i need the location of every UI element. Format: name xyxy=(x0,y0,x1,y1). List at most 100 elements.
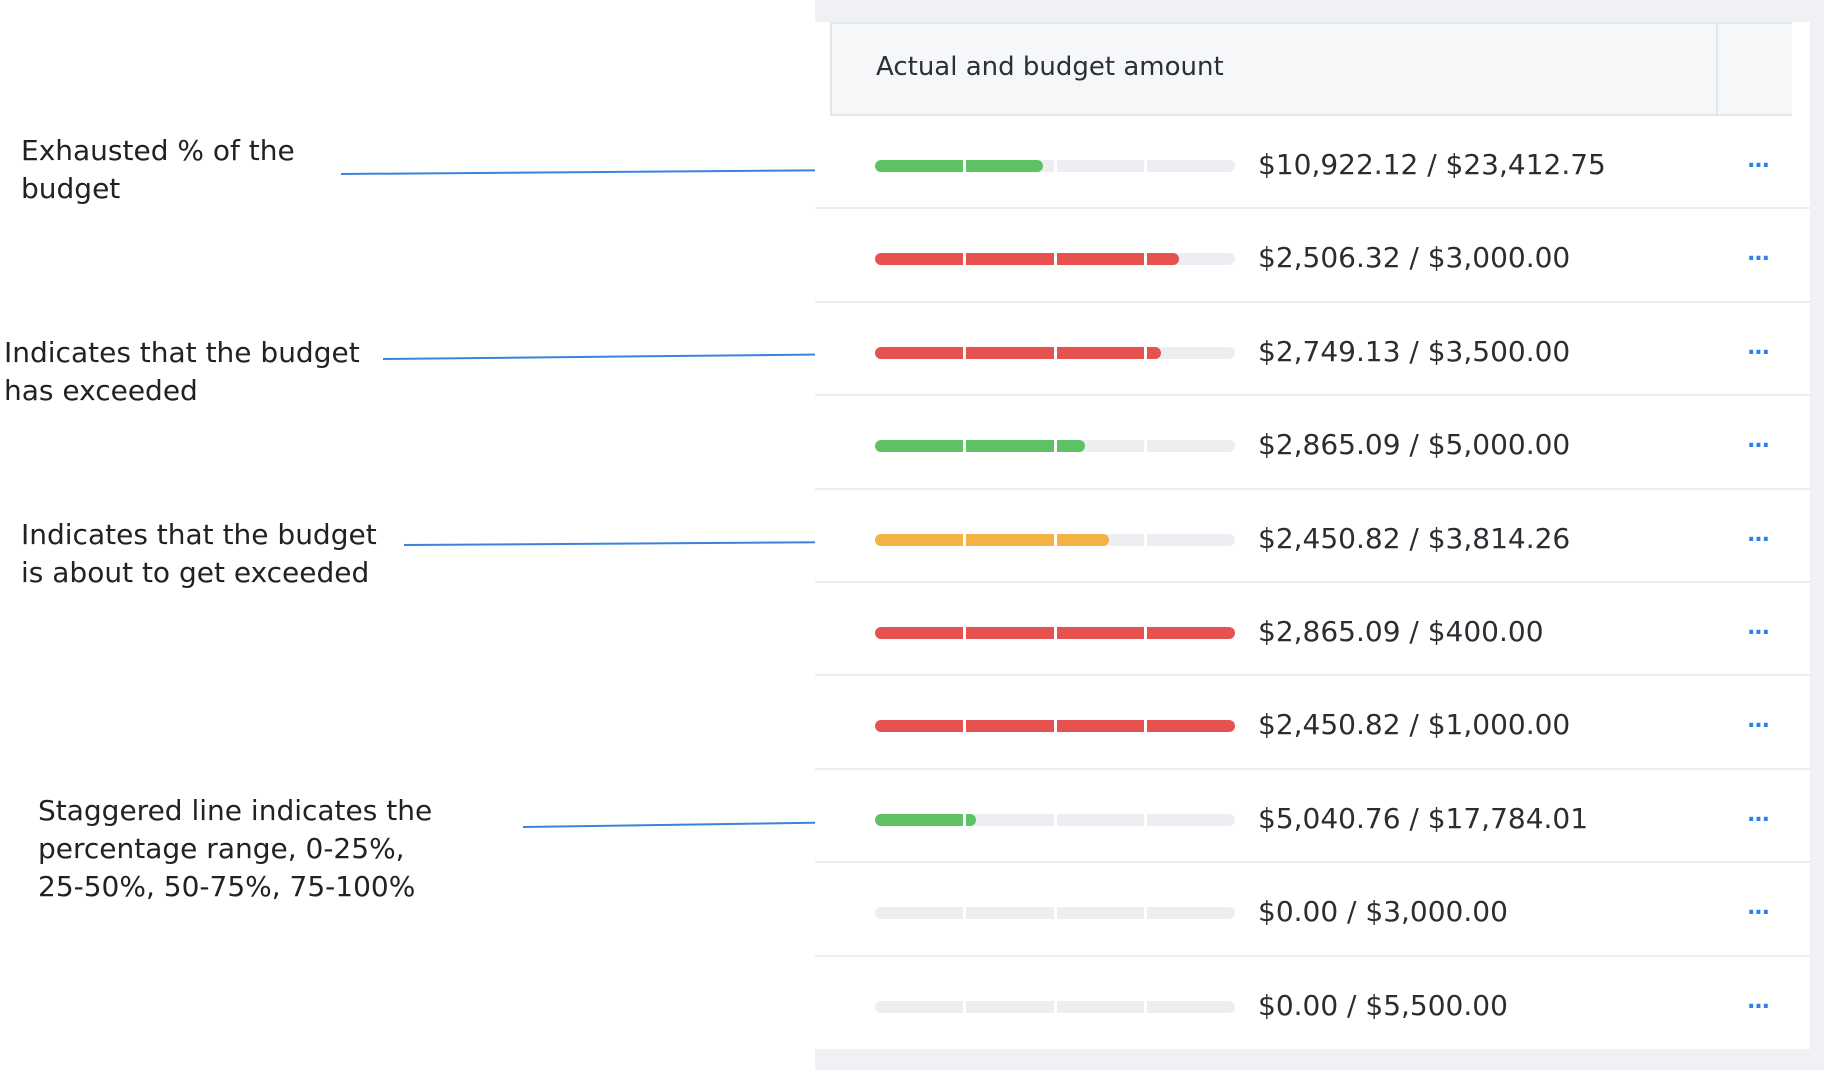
progress-segment-fill xyxy=(965,160,1043,172)
budget-progress-bar xyxy=(875,626,1235,639)
progress-segment xyxy=(965,1000,1054,1013)
progress-segment xyxy=(875,907,963,920)
progress-segment-fill xyxy=(965,720,1054,733)
progress-segment xyxy=(1056,533,1145,546)
progress-segment xyxy=(965,907,1054,920)
connector-line-about-to-exceed xyxy=(403,541,864,546)
progress-segment xyxy=(1147,160,1235,172)
table-row: $2,506.32 / $3,000.00... xyxy=(815,209,1810,303)
annotations: Exhausted % of the budget Indicates that… xyxy=(0,0,820,1070)
table-row: $0.00 / $5,500.00... xyxy=(815,957,1810,1050)
progress-segment xyxy=(965,253,1054,266)
progress-segment xyxy=(875,720,963,733)
progress-segment xyxy=(875,440,963,453)
connector-line-staggered xyxy=(522,821,866,828)
progress-segment xyxy=(875,1000,963,1013)
progress-segment xyxy=(1056,440,1145,453)
progress-segment xyxy=(1056,160,1145,172)
progress-segment xyxy=(875,346,963,359)
actual-budget-amount: $2,749.13 / $3,500.00 xyxy=(1258,334,1571,368)
actual-budget-amount: $2,865.09 / $400.00 xyxy=(1258,614,1544,648)
actual-budget-amount: $2,506.32 / $3,000.00 xyxy=(1258,241,1571,275)
more-horizontal-icon[interactable]: ... xyxy=(1746,521,1770,547)
progress-segment-fill xyxy=(965,533,1054,546)
progress-segment-fill xyxy=(965,626,1054,639)
actual-budget-amount: $2,450.82 / $1,000.00 xyxy=(1258,708,1571,742)
progress-segment-fill xyxy=(875,160,963,172)
progress-segment xyxy=(1056,813,1145,826)
progress-segment xyxy=(1147,533,1235,546)
more-horizontal-icon[interactable]: ... xyxy=(1746,334,1770,360)
column-header-actual-budget[interactable]: Actual and budget amount xyxy=(876,52,1224,82)
progress-segment-fill xyxy=(1147,626,1235,639)
budget-progress-bar xyxy=(875,160,1235,172)
progress-segment-fill xyxy=(1056,253,1145,266)
table-body: $10,922.12 / $23,412.75... $2,506.32 / $3… xyxy=(815,116,1810,1050)
more-horizontal-icon[interactable]: ... xyxy=(1746,614,1770,640)
more-horizontal-icon[interactable]: ... xyxy=(1746,428,1770,454)
annotation-about-to-exceed: Indicates that the budget is about to ge… xyxy=(21,518,377,589)
budget-progress-bar xyxy=(875,253,1235,266)
annotation-budget-exceeded: Indicates that the budget has exceeded xyxy=(4,336,360,407)
progress-segment xyxy=(1056,346,1145,359)
table-row: $2,865.09 / $400.00... xyxy=(815,583,1810,677)
more-horizontal-icon[interactable]: ... xyxy=(1746,895,1770,921)
table-row: $10,922.12 / $23,412.75... xyxy=(815,116,1810,210)
progress-segment xyxy=(965,346,1054,359)
progress-segment xyxy=(875,160,963,172)
more-horizontal-icon[interactable]: ... xyxy=(1746,241,1770,267)
progress-segment xyxy=(875,533,963,546)
budget-progress-bar xyxy=(875,1000,1235,1013)
progress-segment xyxy=(1147,253,1235,266)
budget-progress-bar xyxy=(875,813,1235,826)
progress-segment xyxy=(1147,440,1235,453)
progress-segment-fill xyxy=(965,440,1054,453)
budget-progress-bar xyxy=(875,440,1235,453)
more-horizontal-icon[interactable]: ... xyxy=(1746,708,1770,734)
actual-budget-amount: $2,865.09 / $5,000.00 xyxy=(1258,428,1571,462)
progress-segment xyxy=(1056,253,1145,266)
table-row: $2,865.09 / $5,000.00... xyxy=(815,396,1810,490)
column-divider xyxy=(1716,24,1718,116)
progress-segment xyxy=(965,626,1054,639)
connector-line-exceeded xyxy=(382,353,868,360)
progress-segment xyxy=(1056,626,1145,639)
progress-segment-fill xyxy=(875,720,963,733)
progress-segment xyxy=(1056,907,1145,920)
progress-segment xyxy=(875,813,963,826)
annotation-connectors xyxy=(340,169,868,828)
progress-segment-fill xyxy=(875,346,963,359)
table-row: $2,450.82 / $3,814.26... xyxy=(815,490,1810,583)
progress-segment-fill xyxy=(1147,346,1162,359)
actual-budget-amount: $2,450.82 / $3,814.26 xyxy=(1258,521,1571,555)
progress-segment-fill xyxy=(965,253,1054,266)
table-row: $2,450.82 / $1,000.00... xyxy=(815,676,1810,770)
budget-table-panel: Actual and budget amount $10,922.12 / $2… xyxy=(815,0,1824,1070)
budget-progress-bar xyxy=(875,720,1235,733)
progress-segment xyxy=(1147,626,1235,639)
budget-progress-bar xyxy=(875,907,1235,920)
more-horizontal-icon[interactable]: ... xyxy=(1746,988,1770,1014)
budget-table: Actual and budget amount $10,922.12 / $2… xyxy=(815,22,1810,1049)
progress-segment-fill xyxy=(875,813,963,826)
progress-segment xyxy=(1147,1000,1235,1013)
progress-segment-fill xyxy=(875,533,963,546)
progress-segment xyxy=(875,626,963,639)
table-header: Actual and budget amount xyxy=(830,22,1792,116)
more-horizontal-icon[interactable]: ... xyxy=(1746,148,1770,173)
progress-segment-fill xyxy=(875,440,963,453)
budget-progress-bar xyxy=(875,533,1235,546)
budget-progress-bar xyxy=(875,346,1235,359)
progress-segment-fill xyxy=(965,346,1054,359)
connector-line-exhausted xyxy=(340,169,863,175)
progress-segment xyxy=(965,720,1054,733)
progress-segment-fill xyxy=(1147,253,1179,266)
progress-segment-fill xyxy=(1056,533,1110,546)
progress-segment xyxy=(1056,720,1145,733)
progress-segment xyxy=(1147,346,1235,359)
more-horizontal-icon[interactable]: ... xyxy=(1746,801,1770,827)
progress-segment-fill xyxy=(1056,346,1145,359)
progress-segment xyxy=(1147,813,1235,826)
progress-segment-fill xyxy=(1056,626,1145,639)
annotation-exhausted-percent: Exhausted % of the budget xyxy=(21,134,295,205)
